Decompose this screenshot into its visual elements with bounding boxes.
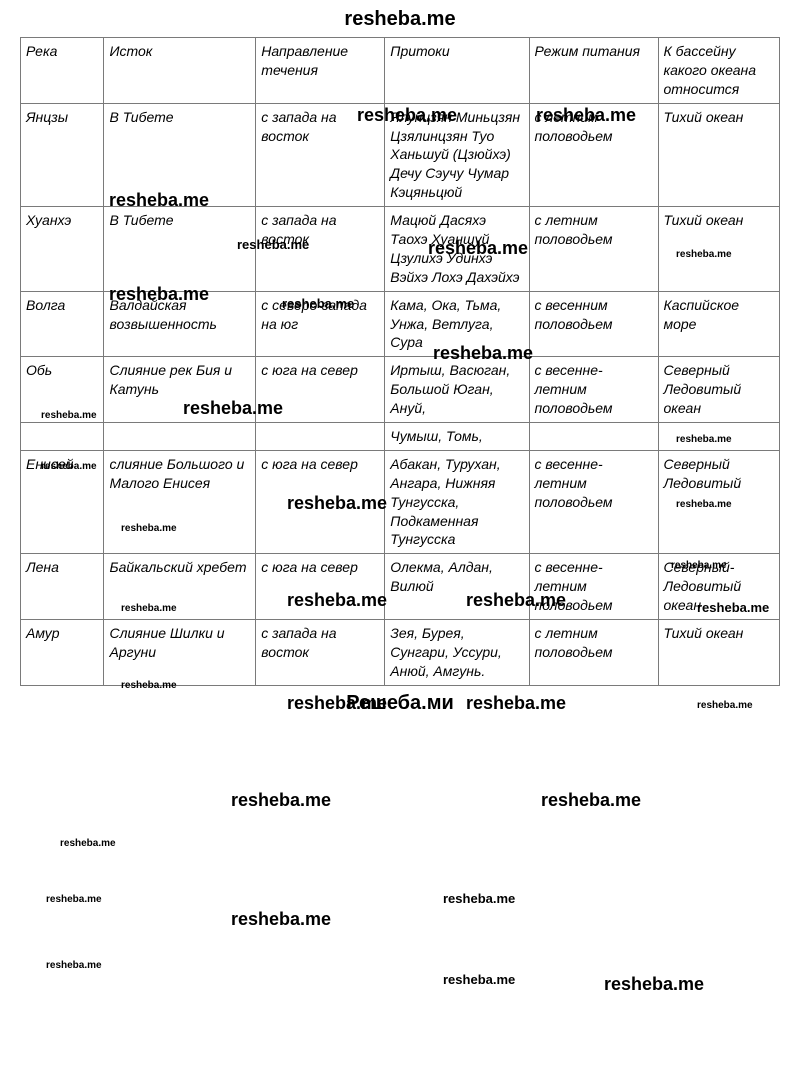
table-cell-direction: с юга на север <box>256 554 385 620</box>
table-cell-regime: с весенне-летним половодьем <box>529 357 658 423</box>
table-cell-direction <box>256 423 385 451</box>
table-row: ЛенаБайкальский хребетс юга на северОлек… <box>21 554 780 620</box>
table-cell-basin: Северный-Ледовитый океан <box>658 554 779 620</box>
table-cell-river: Енисей <box>21 450 104 553</box>
rivers-table: РекаИстокНаправление теченияПритокиРежим… <box>20 37 780 686</box>
table-row: ВолгаВалдайская возвышенностьс северо-за… <box>21 291 780 357</box>
table-cell-regime: с весенним половодьем <box>529 291 658 357</box>
table-cell-regime: с летним половодьем <box>529 207 658 292</box>
watermark: resheba.me <box>231 790 331 811</box>
table-cell-river: Амур <box>21 620 104 686</box>
table-row: Енисейслияние Большого и Малого Енисеяс … <box>21 450 780 553</box>
table-cell-source: В Тибете <box>104 103 256 206</box>
table-cell-regime: с летним половодьем <box>529 620 658 686</box>
table-cell-river: Лена <box>21 554 104 620</box>
footer-watermark: Решеба.ми <box>20 692 780 715</box>
table-cell-tributaries: Кама, Ока, Тьма, Унжа, Ветлуга, Сура <box>385 291 529 357</box>
table-cell-source: Валдайская возвышенность <box>104 291 256 357</box>
table-cell-basin <box>658 423 779 451</box>
table-cell-river: Янцзы <box>21 103 104 206</box>
table-header-cell: Направление течения <box>256 38 385 104</box>
table-cell-tributaries: Зея, Бурея, Сунгари, Уссури, Анюй, Амгун… <box>385 620 529 686</box>
table-cell-direction: с юга на север <box>256 357 385 423</box>
table-cell-direction: с запада на восток <box>256 207 385 292</box>
table-row: Чумыш, Томь, <box>21 423 780 451</box>
table-cell-direction: с запада на восток <box>256 620 385 686</box>
table-cell-tributaries: Мацюй Дасяхэ Таохэ Хуаншуй Цзулихэ Удинх… <box>385 207 529 292</box>
header-watermark: resheba.me <box>20 8 780 31</box>
table-cell-basin: Тихий океан <box>658 207 779 292</box>
watermark: resheba.me <box>604 974 704 995</box>
table-cell-river: Хуанхэ <box>21 207 104 292</box>
table-cell-river: Обь <box>21 357 104 423</box>
table-cell-basin: Северный Ледовитый <box>658 450 779 553</box>
table-row: ОбьСлияние рек Бия и Катуньс юга на севе… <box>21 357 780 423</box>
table-header-cell: Режим питания <box>529 38 658 104</box>
watermark: resheba.me <box>231 909 331 930</box>
watermark: resheba.me <box>46 894 102 905</box>
table-row: ХуанхэВ Тибетес запада на востокМацюй Да… <box>21 207 780 292</box>
watermark: resheba.me <box>46 960 102 971</box>
watermark: resheba.me <box>443 891 515 906</box>
table-cell-direction: с северо-запада на юг <box>256 291 385 357</box>
table-row: ЯнцзыВ Тибетес запада на востокЯлунцзян … <box>21 103 780 206</box>
table-cell-source: слияние Большого и Малого Енисея <box>104 450 256 553</box>
table-cell-tributaries: Олекма, Алдан, Вилюй <box>385 554 529 620</box>
table-cell-source: Байкальский хребет <box>104 554 256 620</box>
table-header-cell: Река <box>21 38 104 104</box>
table-header-cell: Притоки <box>385 38 529 104</box>
table-cell-direction: с юга на север <box>256 450 385 553</box>
table-cell-tributaries: Чумыш, Томь, <box>385 423 529 451</box>
table-cell-river: Волга <box>21 291 104 357</box>
table-cell-tributaries: Ялунцзян Миньцзян Цзялинцзян Туо Ханьшуй… <box>385 103 529 206</box>
table-cell-basin: Тихий океан <box>658 620 779 686</box>
table-cell-regime: с весенне-летним половодьем <box>529 554 658 620</box>
table-cell-source: Слияние Шилки и Аргуни <box>104 620 256 686</box>
table-cell-regime: с летним половодьем <box>529 103 658 206</box>
watermark: resheba.me <box>60 838 116 849</box>
table-header-cell: К бассейну какого океана относится <box>658 38 779 104</box>
watermark: resheba.me <box>443 972 515 987</box>
table-cell-basin: Тихий океан <box>658 103 779 206</box>
table-cell-direction: с запада на восток <box>256 103 385 206</box>
table-cell-river <box>21 423 104 451</box>
table-header-cell: Исток <box>104 38 256 104</box>
table-cell-source: В Тибете <box>104 207 256 292</box>
table-cell-regime <box>529 423 658 451</box>
table-cell-tributaries: Иртыш, Васюган, Большой Юган, Ануй, <box>385 357 529 423</box>
table-cell-basin: Северный Ледовитый океан <box>658 357 779 423</box>
watermark: resheba.me <box>541 790 641 811</box>
table-cell-regime: с весенне-летним половодьем <box>529 450 658 553</box>
table-cell-tributaries: Абакан, Турухан, Ангара, Нижняя Тунгусск… <box>385 450 529 553</box>
table-header-row: РекаИстокНаправление теченияПритокиРежим… <box>21 38 780 104</box>
table-row: АмурСлияние Шилки и Аргунис запада на во… <box>21 620 780 686</box>
table-cell-source <box>104 423 256 451</box>
table-cell-source: Слияние рек Бия и Катунь <box>104 357 256 423</box>
table-cell-basin: Каспийское море <box>658 291 779 357</box>
